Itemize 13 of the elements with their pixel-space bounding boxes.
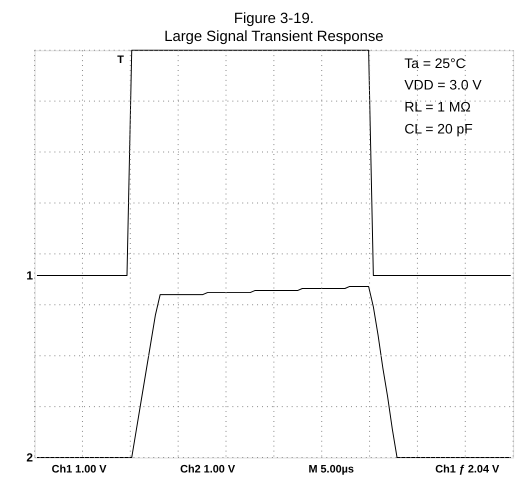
text: Ch1 ƒ 2.04 V [435, 463, 500, 476]
annotation: CL = 20 pF [404, 120, 473, 136]
text: Ch2 1.00 V [180, 463, 236, 476]
text: M 5.00µs [308, 463, 354, 476]
annotation: RL = 1 MΩ [404, 98, 471, 114]
chart-title: Figure 3-19. [234, 11, 314, 28]
annotation: T [117, 54, 124, 66]
series-label: 2 [26, 450, 34, 464]
series-label: 1 [26, 268, 34, 282]
text: Ch1 1.00 V [52, 463, 108, 476]
annotation: VDD = 3.0 V [404, 76, 482, 93]
chart-subtitle: Large Signal Transient Response [164, 28, 384, 45]
annotation: Ta = 25°C [404, 55, 466, 71]
